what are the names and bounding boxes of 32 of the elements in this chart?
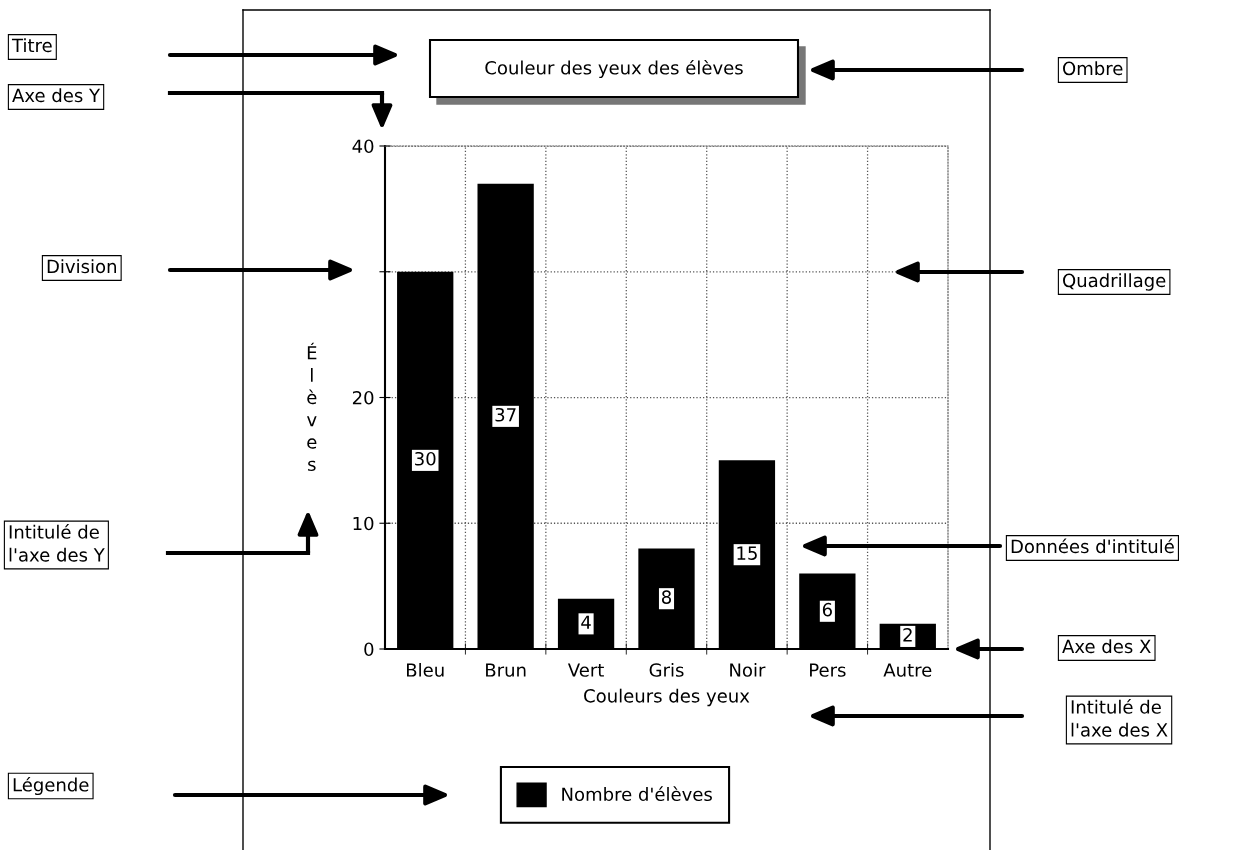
legend-label: Nombre d'élèves (562, 786, 712, 802)
data-label: 8 (661, 590, 672, 604)
data-label: 6 (822, 602, 832, 617)
y-axis-title: Élèves (307, 342, 317, 471)
text: Légende (13, 776, 89, 796)
text: Axe des Y (12, 88, 101, 103)
text: Quadrillage (1063, 273, 1166, 291)
x-tick-label: Bleu (407, 662, 444, 677)
data-label: 4 (581, 615, 591, 629)
x-tick-label: Noir (730, 662, 766, 677)
data-label: 37 (495, 407, 516, 422)
y-tick-label: 10 (353, 516, 374, 531)
data-label: 15 (737, 546, 757, 560)
text: Titre (11, 38, 52, 53)
x-tick-label: Gris (649, 662, 684, 677)
text: Division (47, 259, 116, 274)
chart-title: Couleur des yeux des élèves (485, 59, 743, 79)
data-label: 2 (903, 628, 912, 642)
x-tick-label: Autre (883, 663, 932, 677)
text: Données d'intitulé (1011, 538, 1174, 554)
x-axis-title: Couleurs des yeux (584, 688, 750, 707)
x-tick-label: Brun (486, 663, 526, 677)
x-tick-label: Vert (567, 663, 604, 677)
data-label: 30 (415, 451, 436, 466)
text: Axe des X (1062, 639, 1151, 654)
y-tick-label: 0 (364, 642, 374, 657)
text: Intitulé de l'axe des Y (9, 524, 105, 562)
text: Intitulé de l'axe des X (1071, 699, 1168, 737)
y-tick-label: 20 (352, 390, 374, 405)
text: Ombre (1063, 61, 1123, 76)
y-tick-label: 40 (352, 139, 374, 154)
x-tick-label: Pers (810, 663, 846, 677)
